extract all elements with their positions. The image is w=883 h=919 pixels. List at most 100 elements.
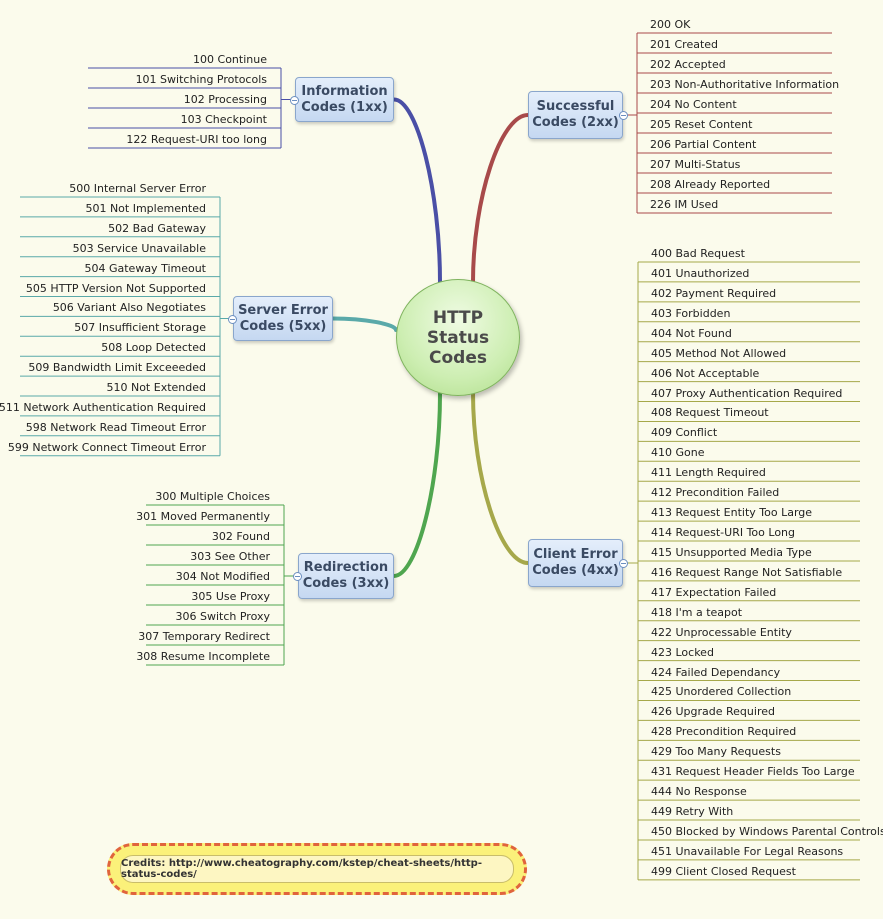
client-error-leaf-item[interactable]: 410 Gone	[651, 446, 705, 460]
successful-leaf-item[interactable]: 202 Accepted	[650, 58, 726, 71]
redirection-leaf-item[interactable]: 300 Multiple Choices	[155, 490, 270, 503]
redirection-leaf-item[interactable]: 308 Resume Incomplete	[136, 650, 270, 663]
client-error-leaf-item[interactable]: 407 Proxy Authentication Required	[651, 386, 843, 400]
server-error-branch-curve	[331, 316, 398, 332]
redirection-category-line-1: Redirection	[303, 560, 389, 575]
information-leaf-item[interactable]: 100 Continue	[193, 53, 267, 66]
server-error-leaf-item[interactable]: 504 Gateway Timeout	[84, 261, 206, 275]
client-error-leaf-item[interactable]: 404 Not Found	[651, 326, 732, 340]
server-error-leaf-item[interactable]: 500 Internal Server Error	[69, 182, 206, 195]
client-error-leaf-item[interactable]: 426 Upgrade Required	[651, 705, 775, 719]
successful-leaf-item[interactable]: 200 OK	[650, 18, 691, 31]
collapse-toggle-icon[interactable]	[293, 572, 302, 581]
collapse-toggle-icon[interactable]	[228, 314, 237, 324]
redirection-leaf-item[interactable]: 303 See Other	[190, 550, 270, 563]
client-error-leaf-item[interactable]: 444 No Response	[651, 785, 747, 799]
redirection-leaf-item[interactable]: 302 Found	[211, 530, 270, 543]
client-error-leaf-item[interactable]: 428 Precondition Required	[651, 725, 797, 739]
client-error-leaf-item[interactable]: 408 Request Timeout	[651, 406, 769, 420]
redirection-leaf-item[interactable]: 301 Moved Permanently	[136, 510, 270, 523]
client-error-leaf-item[interactable]: 413 Request Entity Too Large	[651, 506, 813, 520]
client-error-leaf-item[interactable]: 422 Unprocessable Entity	[651, 625, 792, 639]
server-error-leaf-item[interactable]: 510 Not Extended	[106, 381, 206, 394]
collapse-toggle-icon[interactable]	[619, 111, 628, 120]
client-error-leaf-item[interactable]: 424 Failed Dependancy	[651, 665, 781, 679]
client-error-leaf-item[interactable]: 416 Request Range Not Satisfiable	[651, 565, 843, 579]
client-error-leaf-item[interactable]: 449 Retry With	[651, 805, 734, 819]
successful-leaf-item[interactable]: 207 Multi-Status	[650, 158, 741, 171]
successful-leaf-item[interactable]: 206 Partial Content	[650, 138, 757, 151]
collapse-toggle-icon[interactable]	[290, 95, 299, 105]
information-leaf-item[interactable]: 101 Switching Protocols	[135, 73, 267, 86]
server-error-leaf-item[interactable]: 502 Bad Gateway	[108, 221, 206, 235]
client-error-leaf-item[interactable]: 414 Request-URI Too Long	[651, 526, 796, 540]
client-error-leaf-item[interactable]: 423 Locked	[651, 645, 714, 659]
successful-leaf-item[interactable]: 201 Created	[650, 38, 719, 51]
server-error-category-line-2: Codes (5xx)	[239, 318, 327, 334]
credits-banner: Credits: http://www.cheatography.com/kst…	[107, 843, 527, 895]
client-error-leaf-item[interactable]: 499 Client Closed Request	[651, 864, 796, 878]
client-error-leaf-item[interactable]: 431 Request Header Fields Too Large	[651, 765, 855, 779]
client-error-leaf-item[interactable]: 412 Precondition Failed	[651, 486, 780, 500]
client-error-leaf-item[interactable]: 405 Method Not Allowed	[651, 346, 787, 360]
information-category-line-1: Information	[301, 83, 388, 99]
redirection-leaf-item[interactable]: 306 Switch Proxy	[175, 610, 271, 623]
server-error-leaf-item[interactable]: 506 Variant Also Negotiates	[52, 301, 206, 315]
information-category[interactable]: Information Codes (1xx)	[295, 77, 394, 122]
client-error-leaf-item[interactable]: 411 Length Required	[651, 466, 766, 480]
client-error-leaf-item[interactable]: 451 Unavailable For Legal Reasons	[651, 844, 844, 858]
successful-category-line-2: Codes (2xx)	[532, 115, 619, 130]
information-branch-curve	[392, 97, 442, 284]
server-error-leaf-item[interactable]: 507 Insufficient Storage	[74, 321, 206, 335]
successful-leaf-item[interactable]: 205 Reset Content	[650, 118, 753, 131]
server-error-leaf-item[interactable]: 508 Loop Detected	[101, 341, 206, 355]
server-error-category-line-1: Server Error	[238, 302, 328, 318]
successful-leaf-item[interactable]: 226 IM Used	[650, 198, 719, 211]
client-error-category-line-2: Codes (4xx)	[532, 563, 619, 578]
server-error-leaf-item[interactable]: 599 Network Connect Timeout Error	[7, 440, 206, 454]
client-error-leaf-item[interactable]: 450 Blocked by Windows Parental Controls	[651, 824, 883, 838]
client-error-leaf-item[interactable]: 401 Unauthorized	[651, 266, 750, 280]
central-topic[interactable]: HTTP Status Codes	[396, 279, 520, 396]
client-error-leaf-item[interactable]: 417 Expectation Failed	[651, 585, 777, 599]
redirection-leaf-item[interactable]: 307 Temporary Redirect	[138, 630, 270, 643]
client-error-leaf-item[interactable]: 403 Forbidden	[651, 306, 731, 320]
information-category-line-2: Codes (1xx)	[301, 99, 388, 115]
server-error-category[interactable]: Server Error Codes (5xx)	[233, 296, 333, 341]
client-error-leaf-item[interactable]: 409 Conflict	[651, 426, 718, 440]
client-error-branch-curve	[471, 391, 530, 565]
redirection-leaf-item[interactable]: 305 Use Proxy	[191, 590, 270, 603]
information-leaf-item[interactable]: 102 Processing	[183, 93, 267, 106]
client-error-leaf-item[interactable]: 406 Not Acceptable	[651, 366, 760, 380]
successful-leaf-item[interactable]: 204 No Content	[650, 98, 737, 111]
client-error-leaf-item[interactable]: 425 Unordered Collection	[651, 685, 792, 699]
redirection-category-line-2: Codes (3xx)	[302, 576, 390, 591]
client-error-leaf-item[interactable]: 418 I'm a teapot	[651, 605, 743, 619]
redirection-leaf-item[interactable]: 304 Not Modified	[175, 570, 270, 583]
server-error-leaf-item[interactable]: 509 Bandwidth Limit Exceeeded	[28, 361, 206, 375]
server-error-leaf-item[interactable]: 598 Network Read Timeout Error	[25, 420, 206, 434]
server-error-leaf-item[interactable]: 505 HTTP Version Not Supported	[25, 281, 206, 295]
redirection-branch-curve	[392, 392, 442, 578]
information-leaf-item[interactable]: 122 Request-URI too long	[126, 133, 267, 146]
client-error-leaf-item[interactable]: 402 Payment Required	[651, 286, 777, 300]
server-error-leaf-item[interactable]: 501 Not Implemented	[85, 201, 206, 215]
client-error-category[interactable]: Client Error Codes (4xx)	[528, 539, 623, 587]
client-error-category-line-1: Client Error	[533, 547, 618, 562]
successful-branch-curve	[471, 113, 530, 284]
client-error-leaf-item[interactable]: 415 Unsupported Media Type	[651, 545, 812, 559]
client-error-leaf-item[interactable]: 429 Too Many Requests	[651, 745, 781, 759]
information-leaf-item[interactable]: 103 Checkpoint	[180, 113, 267, 126]
server-error-leaf-item[interactable]: 511 Network Authentication Required	[0, 400, 206, 414]
collapse-toggle-icon[interactable]	[619, 559, 628, 568]
successful-leaf-item[interactable]: 203 Non-Authoritative Information	[650, 78, 840, 91]
central-topic-line-3: Codes	[429, 347, 487, 368]
credits-text: Credits: http://www.cheatography.com/kst…	[120, 855, 514, 883]
successful-category[interactable]: Successful Codes (2xx)	[528, 91, 623, 139]
client-error-leaf-item[interactable]: 400 Bad Request	[651, 247, 745, 260]
redirection-category[interactable]: Redirection Codes (3xx)	[298, 553, 394, 599]
successful-leaf-item[interactable]: 208 Already Reported	[650, 178, 771, 191]
server-error-leaf-item[interactable]: 503 Service Unavailable	[72, 241, 206, 255]
